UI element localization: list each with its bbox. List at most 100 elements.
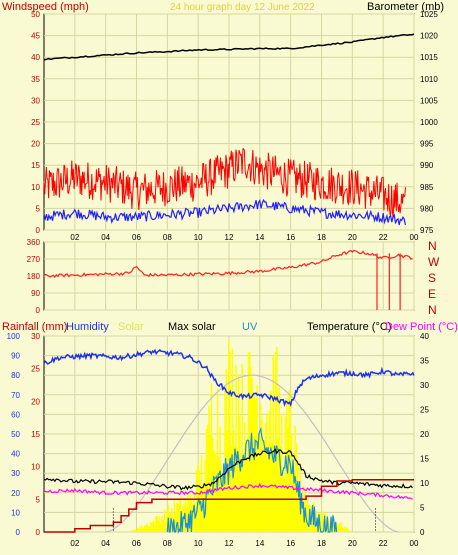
barometer-axis-title: Barometer (mb) xyxy=(367,1,444,13)
humidity-ytick-label: 10 xyxy=(11,508,20,517)
wind-ytick-label: 45 xyxy=(31,32,40,41)
wind-ytick-label: 15 xyxy=(31,161,40,170)
humidity-ytick-label: 30 xyxy=(11,469,20,478)
wind-xtick-label: 00 xyxy=(410,233,419,242)
weather-xtick-label: 04 xyxy=(101,539,110,548)
wind-xtick-label: 04 xyxy=(101,233,110,242)
weather-xtick-label: 02 xyxy=(70,539,79,548)
weather-xtick-label: 16 xyxy=(286,539,295,548)
wind-xtick-label: 06 xyxy=(132,233,141,242)
wind-ytick-label: 20 xyxy=(31,140,40,149)
legend-dew-point: Dew Point (°C) xyxy=(385,321,458,333)
barometer-ytick-label: 1015 xyxy=(420,53,438,62)
dir-ytick-label: 180 xyxy=(27,272,41,281)
wind-ytick-label: 5 xyxy=(36,204,41,213)
wind-ytick-label: 0 xyxy=(36,226,41,235)
temp-ytick-label: 40 xyxy=(420,332,429,341)
humidity-ytick-label: 80 xyxy=(11,371,20,380)
dir-ytick-label: 360 xyxy=(27,238,41,247)
barometer-ytick-label: 995 xyxy=(420,140,434,149)
wind-xtick-label: 16 xyxy=(286,233,295,242)
legend-uv: UV xyxy=(242,321,258,333)
weather-xtick-label: 08 xyxy=(163,539,172,548)
dir-ytick-label: 90 xyxy=(31,289,40,298)
wind-ytick-label: 50 xyxy=(31,10,40,19)
wind-ytick-label: 40 xyxy=(31,53,40,62)
weather-xtick-label: 00 xyxy=(410,539,419,548)
barometer-ytick-label: 975 xyxy=(420,226,434,235)
weather-xtick-label: 12 xyxy=(225,539,234,548)
rain-ytick-label: 30 xyxy=(31,332,40,341)
temp-ytick-label: 10 xyxy=(420,479,429,488)
weather-xtick-label: 06 xyxy=(132,539,141,548)
barometer-ytick-label: 1000 xyxy=(420,118,438,127)
wind-xtick-label: 14 xyxy=(255,233,264,242)
dew-point-line xyxy=(43,482,413,500)
humidity-ytick-label: 20 xyxy=(11,489,20,498)
weather-xtick-label: 18 xyxy=(317,539,326,548)
rain-ytick-label: 15 xyxy=(31,430,40,439)
wind-xtick-label: 18 xyxy=(317,233,326,242)
wind-xtick-label: 08 xyxy=(163,233,172,242)
dir-ytick-label: 0 xyxy=(36,306,41,315)
temp-ytick-label: 25 xyxy=(420,406,429,415)
barometer-ytick-label: 980 xyxy=(420,204,434,213)
wind-dir-label-n-top: N xyxy=(428,239,437,253)
temp-ytick-label: 20 xyxy=(420,430,429,439)
wind-xtick-label: 02 xyxy=(70,233,79,242)
wind-dir-label-n-bottom: N xyxy=(428,303,437,317)
humidity-ytick-label: 0 xyxy=(16,528,21,537)
legend-rainfall: Rainfall (mm) xyxy=(2,321,67,333)
rain-ytick-label: 5 xyxy=(36,495,41,504)
legend-max-solar: Max solar xyxy=(168,321,216,333)
barometer-ytick-label: 1025 xyxy=(420,10,438,19)
wind-dir-label-w: W xyxy=(428,255,440,269)
wind-xtick-label: 22 xyxy=(379,233,388,242)
weather-xtick-label: 22 xyxy=(379,539,388,548)
wind-ytick-label: 35 xyxy=(31,75,40,84)
barometer-ytick-label: 1005 xyxy=(420,96,438,105)
wind-dir-label-s: S xyxy=(428,271,436,285)
wind-ytick-label: 25 xyxy=(31,118,40,127)
rain-ytick-label: 20 xyxy=(31,397,40,406)
windspeed-gust-line xyxy=(43,148,406,219)
humidity-ytick-label: 50 xyxy=(11,430,20,439)
windspeed-axis-title: Windspeed (mph) xyxy=(2,1,89,13)
legend-temperature: Temperature (°C) xyxy=(307,321,391,333)
wind-ytick-label: 30 xyxy=(31,96,40,105)
wind-direction-line xyxy=(43,249,413,278)
weather-xtick-label: 14 xyxy=(255,539,264,548)
weather-xtick-label: 20 xyxy=(348,539,357,548)
temp-ytick-label: 5 xyxy=(420,504,425,513)
rain-ytick-label: 0 xyxy=(36,528,41,537)
wind-xtick-label: 10 xyxy=(194,233,203,242)
legend-solar: Solar xyxy=(118,321,144,333)
legend-humidity: Humidity xyxy=(66,321,109,333)
wind-dir-label-e: E xyxy=(428,287,436,301)
rain-ytick-label: 10 xyxy=(31,463,40,472)
windspeed-average-line xyxy=(43,198,406,226)
temp-ytick-label: 15 xyxy=(420,455,429,464)
barometer-ytick-label: 1020 xyxy=(420,32,438,41)
temp-ytick-label: 35 xyxy=(420,357,429,366)
barometer-line xyxy=(43,33,415,61)
chart-date-title: 24 hour graph day 12 June 2022 xyxy=(170,2,315,13)
rainfall-line xyxy=(44,478,414,533)
temp-ytick-label: 30 xyxy=(420,381,429,390)
barometer-ytick-label: 990 xyxy=(420,161,434,170)
humidity-ytick-label: 100 xyxy=(7,332,21,341)
temp-ytick-label: 0 xyxy=(420,528,425,537)
rain-ytick-label: 25 xyxy=(31,365,40,374)
wind-xtick-label: 12 xyxy=(225,233,234,242)
wind-direction-series xyxy=(43,249,413,310)
weather-xtick-label: 10 xyxy=(194,539,203,548)
wind-xtick-label: 20 xyxy=(348,233,357,242)
weather-series xyxy=(43,340,415,534)
dir-ytick-label: 270 xyxy=(27,255,41,264)
humidity-ytick-label: 40 xyxy=(11,450,20,459)
wind-series xyxy=(43,33,415,226)
wind-ytick-label: 10 xyxy=(31,183,40,192)
barometer-ytick-label: 1010 xyxy=(420,75,438,84)
uv-line xyxy=(166,427,338,534)
